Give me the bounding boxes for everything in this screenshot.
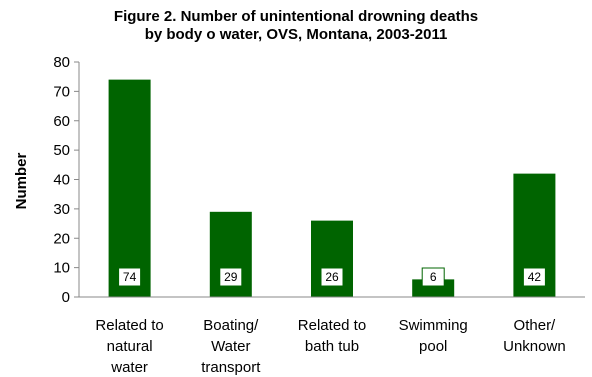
data-label: 74 bbox=[123, 270, 137, 284]
data-label-box bbox=[421, 267, 445, 287]
data-label-box bbox=[219, 267, 243, 287]
data-label: 29 bbox=[224, 270, 238, 284]
data-label: 6 bbox=[430, 270, 437, 284]
category-label: Unknown bbox=[503, 338, 566, 355]
y-tick-label: 10 bbox=[53, 260, 70, 277]
category-label: Swimming bbox=[399, 317, 468, 334]
data-label-box bbox=[522, 267, 546, 287]
y-axis-label: Number bbox=[13, 153, 30, 210]
category-label: transport bbox=[201, 359, 261, 376]
category-label: Other/ bbox=[514, 317, 557, 334]
y-tick-label: 80 bbox=[53, 54, 70, 71]
bar bbox=[108, 79, 151, 297]
category-label: water bbox=[110, 359, 148, 376]
category-label: Boating/ bbox=[203, 317, 259, 334]
category-label: Related to bbox=[95, 317, 163, 334]
y-axis: 0 10 20 30 40 50 60 70 80 bbox=[53, 54, 80, 306]
category-label: Related to bbox=[298, 317, 366, 334]
data-label: 42 bbox=[528, 270, 542, 284]
bars bbox=[108, 79, 556, 297]
data-label: 26 bbox=[325, 270, 339, 284]
y-tick-label: 40 bbox=[53, 172, 70, 189]
category-label: bath tub bbox=[305, 338, 359, 355]
data-labels: 74 29 26 6 42 bbox=[118, 267, 546, 287]
chart-title-line-2: by body o water, OVS, Montana, 2003-2011 bbox=[144, 26, 448, 43]
data-label-box bbox=[320, 267, 344, 287]
chart-title: Figure 2. Number of unintentional drowni… bbox=[0, 8, 592, 44]
category-label: natural bbox=[107, 338, 153, 355]
y-tick-label: 60 bbox=[53, 113, 70, 130]
y-tick-label: 20 bbox=[53, 230, 70, 247]
y-tick-label: 70 bbox=[53, 83, 70, 100]
y-tick-label: 30 bbox=[53, 201, 70, 218]
y-tick-label: 0 bbox=[62, 289, 70, 306]
y-tick-label: 50 bbox=[53, 142, 70, 159]
x-axis: Related to natural water Boating/Water trans… bbox=[79, 296, 585, 376]
category-label: Water bbox=[211, 338, 250, 355]
category-label: pool bbox=[419, 338, 447, 355]
chart-title-line-1: Figure 2. Number of unintentional drowni… bbox=[113, 8, 479, 25]
data-label-box bbox=[118, 267, 142, 287]
